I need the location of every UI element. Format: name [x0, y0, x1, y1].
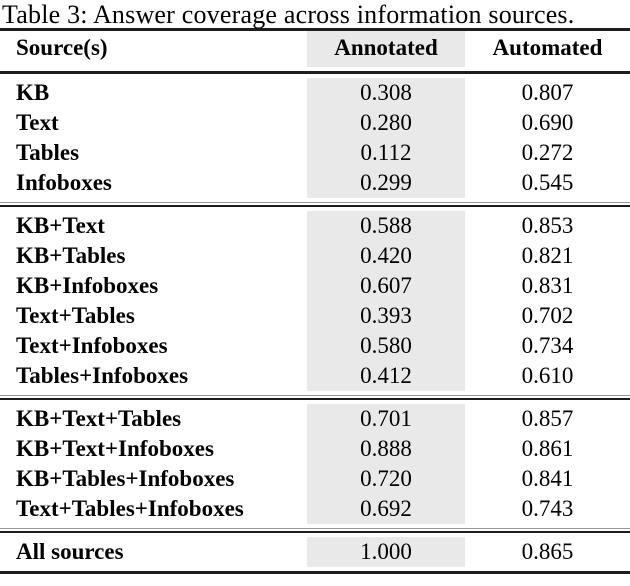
section-rule: [0, 524, 630, 537]
source-cell: KB+Text: [16, 213, 105, 238]
automated-cell: 0.743: [521, 496, 574, 521]
column-header-source: Source(s): [16, 35, 108, 60]
top-rule: [0, 28, 630, 31]
automated-cell: 0.272: [521, 140, 574, 165]
table-row: Tables 0.112 0.272: [0, 138, 630, 168]
automated-cell: 0.831: [521, 273, 574, 298]
table-caption: Table 3: Answer coverage across informat…: [2, 0, 575, 29]
source-cell: KB+Tables: [16, 243, 126, 268]
automated-cell: 0.610: [521, 363, 574, 388]
annotated-cell: 0.720: [307, 464, 465, 494]
source-cell: Text+Tables+Infoboxes: [16, 496, 244, 521]
table-row: Text+Tables 0.393 0.702: [0, 301, 630, 331]
annotated-cell: 0.701: [307, 404, 465, 434]
annotated-cell: 1.000: [307, 537, 465, 567]
source-cell: Text: [16, 110, 59, 135]
table-row: KB+Text+Tables 0.701 0.857: [0, 404, 630, 434]
annotated-cell: 0.280: [307, 108, 465, 138]
table-row: KB+Text+Infoboxes 0.888 0.861: [0, 434, 630, 464]
source-cell: KB+Text+Infoboxes: [16, 436, 214, 461]
source-cell: KB+Tables+Infoboxes: [16, 466, 235, 491]
source-cell: All sources: [16, 539, 124, 564]
table-row: Text 0.280 0.690: [0, 108, 630, 138]
automated-cell: 0.821: [521, 243, 574, 268]
table-row: Infoboxes 0.299 0.545: [0, 168, 630, 198]
bottom-rule: [0, 571, 630, 574]
table-row: Text+Tables+Infoboxes 0.692 0.743: [0, 494, 630, 524]
source-cell: KB+Infoboxes: [16, 273, 159, 298]
table-row: KB+Tables+Infoboxes 0.720 0.841: [0, 464, 630, 494]
source-cell: KB+Text+Tables: [16, 406, 182, 431]
automated-cell: 0.841: [521, 466, 574, 491]
section-rule: [0, 391, 630, 404]
section-rule: [0, 198, 630, 211]
source-cell: KB: [16, 80, 50, 105]
annotated-cell: 0.308: [307, 78, 465, 108]
table-row: KB+Tables 0.420 0.821: [0, 241, 630, 271]
annotated-cell: 0.393: [307, 301, 465, 331]
table-row: All sources 1.000 0.865: [0, 537, 630, 567]
source-cell: Infoboxes: [16, 170, 112, 195]
table-row: Text+Infoboxes 0.580 0.734: [0, 331, 630, 361]
header-row: Source(s) Annotated Automated: [0, 31, 630, 67]
annotated-cell: 0.888: [307, 434, 465, 464]
table-row: KB+Text 0.588 0.853: [0, 211, 630, 241]
bottom-rule: [0, 567, 630, 578]
source-cell: Text+Tables: [16, 303, 135, 328]
automated-cell: 0.865: [521, 539, 574, 564]
header-rule: [0, 67, 630, 78]
annotated-cell: 0.588: [307, 211, 465, 241]
column-header-automated: Automated: [492, 35, 603, 60]
annotated-cell: 0.692: [307, 494, 465, 524]
column-header-annotated: Annotated: [307, 31, 465, 67]
annotated-cell: 0.412: [307, 361, 465, 391]
annotated-cell: 0.580: [307, 331, 465, 361]
annotated-cell: 0.299: [307, 168, 465, 198]
table-row: KB 0.308 0.807: [0, 78, 630, 108]
source-cell: Tables: [16, 140, 80, 165]
table-row: Tables+Infoboxes 0.412 0.610: [0, 361, 630, 391]
automated-cell: 0.690: [521, 110, 574, 135]
header-rule: [0, 71, 630, 74]
automated-cell: 0.734: [521, 333, 574, 358]
automated-cell: 0.861: [521, 436, 574, 461]
section-rule: [0, 528, 630, 533]
automated-cell: 0.853: [521, 213, 574, 238]
source-cell: Tables+Infoboxes: [16, 363, 189, 388]
automated-cell: 0.545: [521, 170, 574, 195]
source-cell: Text+Infoboxes: [16, 333, 168, 358]
automated-cell: 0.702: [521, 303, 574, 328]
table-row: KB+Infoboxes 0.607 0.831: [0, 271, 630, 301]
automated-cell: 0.857: [521, 406, 574, 431]
section-rule: [0, 395, 630, 400]
annotated-cell: 0.607: [307, 271, 465, 301]
automated-cell: 0.807: [521, 80, 574, 105]
section-rule: [0, 202, 630, 207]
coverage-table: Source(s) Annotated Automated KB 0.308 0.8…: [0, 31, 630, 578]
annotated-cell: 0.420: [307, 241, 465, 271]
annotated-cell: 0.112: [307, 138, 465, 168]
